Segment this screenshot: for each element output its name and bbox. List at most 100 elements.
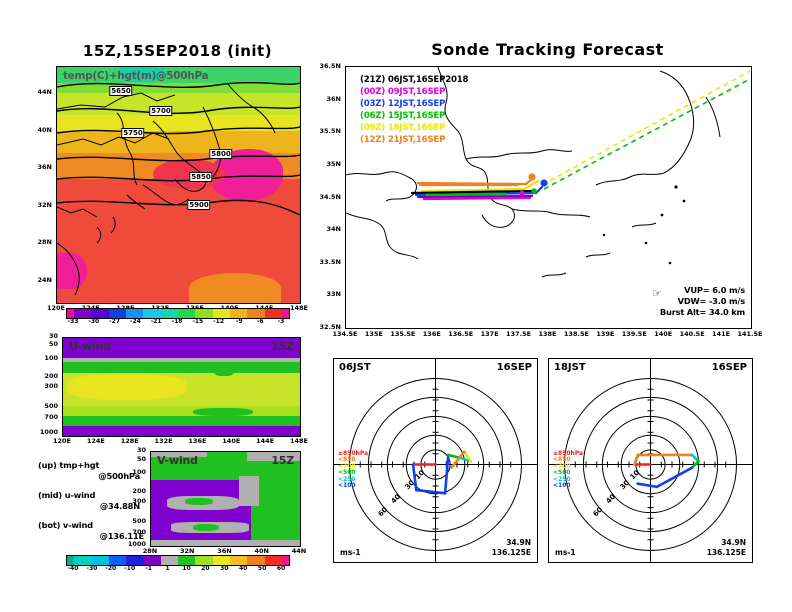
- vwind-ytick-5: 500: [132, 517, 146, 525]
- colorbar-label-0: -40: [67, 565, 79, 572]
- south-warm-shading: [189, 273, 281, 303]
- sonde-ytick-8: 32.5N: [319, 323, 341, 331]
- sonde-xtick-8: 138.5E: [563, 330, 589, 338]
- colorbar-label-5: 1: [165, 565, 170, 572]
- hodograph-level-2: <700: [553, 462, 571, 470]
- colorbar-label-6: 10: [182, 565, 191, 572]
- contour-label-5750: 5750: [121, 128, 145, 138]
- height-contour-overlay: [57, 81, 300, 216]
- colorbar-swatch-5: [143, 309, 161, 318]
- caption-line-mid: (mid) u-wind @34.88N: [38, 490, 140, 511]
- colorbar-swatch-3: [108, 556, 126, 565]
- sonde-xtick-4: 136.5E: [448, 330, 474, 338]
- map500-ytick-5: 24N: [37, 276, 53, 284]
- colorbar-label-7: 20: [201, 565, 210, 572]
- map500-ytick-2: 36N: [37, 163, 53, 172]
- contour-label-5800: 5800: [209, 149, 233, 159]
- sonde-ytick-6: 33.5N: [319, 257, 341, 266]
- colorbar-swatch-2: [91, 556, 109, 565]
- vwind-xtick-4: 44N: [291, 547, 307, 555]
- colorbar-swatch-2: [91, 309, 109, 318]
- map500-ytick-1: 40N: [37, 125, 53, 134]
- colorbar-label-2: -20: [105, 565, 117, 572]
- colorbar-label-3: -10: [124, 565, 136, 572]
- colorbar-swatch-6: [160, 556, 178, 565]
- hodograph-rings: [549, 359, 752, 562]
- colorbar-label-5: -18: [171, 318, 183, 325]
- cursor-icon: ☞: [652, 287, 662, 300]
- sonde-legend-row-1: (00Z) 09JST,16SEP: [360, 87, 446, 97]
- colorbar-swatch-10: [229, 556, 248, 565]
- colorbar-label-0: -33: [67, 318, 79, 325]
- hodograph-units: ms-1: [340, 548, 361, 557]
- uwind-xtick-6: 144E: [256, 437, 275, 445]
- map500-overlay-label: temp(C)+hgt(m)@500hPa: [63, 70, 209, 82]
- uwind-xtick-0: 120E: [52, 437, 72, 445]
- uwind-xtick-1: 124E: [86, 437, 105, 445]
- map500-colorbar: [66, 308, 290, 319]
- colorbar-swatch-10: [229, 309, 248, 318]
- sonde-ytick-3: 35N: [326, 159, 342, 168]
- colorbar-swatch-0: [67, 309, 74, 318]
- vwind-label: V-wind: [157, 454, 198, 467]
- map500-plot: temp(C)+hgt(m)@500hPa 5650 5700 5750 580…: [56, 66, 301, 304]
- cold-pool-shading: [119, 67, 165, 81]
- sonde-plot: (21Z) 06JST,16SEP2018 (00Z) 09JST,16SEP (0…: [345, 66, 752, 329]
- sonde-xtick-6: 137.5E: [506, 330, 532, 338]
- hodograph-date: 16SEP: [711, 362, 747, 373]
- hodograph-rings: [334, 359, 537, 562]
- hodograph-level-4: <250: [338, 475, 356, 483]
- sonde-ytick-1: 36N: [326, 94, 342, 103]
- hodograph-level-4: <250: [553, 475, 571, 483]
- sonde-legend-row-0: (21Z) 06JST,16SEP2018: [360, 75, 469, 85]
- colorbar-swatch-5: [143, 556, 161, 565]
- caption-line-bot: (bot) v-wind @136.11E: [38, 520, 144, 541]
- hodograph-level-2: <700: [338, 462, 356, 470]
- sonde-ytick-5: 34N: [326, 225, 342, 234]
- map500-xtick-7: 148E: [289, 304, 309, 312]
- sonde-xtick-0: 134.5E: [332, 330, 358, 338]
- colorbar-swatch-8: [195, 309, 213, 318]
- colorbar-label-10: -3: [277, 318, 285, 325]
- colorbar-label-9: 40: [238, 565, 248, 572]
- colorbar-label-1: -30: [86, 565, 98, 572]
- sonde-legend-row-4: (09Z) 18JST,16SEP: [360, 123, 446, 133]
- sonde-xtick-2: 135.5E: [390, 330, 416, 338]
- sonde-xtick-1: 135E: [364, 330, 383, 338]
- hodograph-level-0: ≥850hPa: [553, 450, 584, 457]
- uwind-ytick-4: 300: [44, 382, 58, 390]
- colorbar-swatch-1: [74, 556, 92, 565]
- hodograph-level-3: <500: [553, 469, 571, 477]
- hodograph-level-3: <500: [338, 469, 356, 477]
- hodograph-lat: 34.9N: [721, 538, 746, 547]
- colorbar-label-9: -6: [256, 318, 264, 325]
- hodograph-lon: 136.125E: [491, 548, 531, 557]
- map500-ytick-4: 28N: [37, 238, 53, 247]
- vwind-time: 15Z: [271, 454, 294, 467]
- sonde-legend-row-3: (06Z) 15JST,16SEP: [360, 111, 446, 121]
- caption-line-up: (up) tmp+hgt @500hPa: [38, 460, 140, 481]
- vwind-xtick-1: 32N: [180, 547, 195, 555]
- hodograph-level-0: ≥850hPa: [338, 450, 369, 457]
- hodograph-date: 16SEP: [496, 362, 532, 373]
- sonde-xtick-9: 139E: [596, 330, 615, 338]
- colorbar-swatch-13: [281, 556, 289, 565]
- hodograph-level-1: <850: [338, 456, 356, 464]
- hodograph-level-1: <850: [553, 456, 571, 464]
- sonde-xtick-11: 140E: [654, 330, 673, 338]
- uwind-xtick-2: 128E: [120, 437, 139, 445]
- sonde-xtick-12: 140.5E: [679, 330, 705, 338]
- sonde-ytick-4: 34.5N: [319, 192, 341, 201]
- uwind-ytick-5: 500: [44, 402, 58, 410]
- sonde-xtick-13: 141E: [712, 330, 731, 338]
- vwind-xtick-3: 40N: [254, 547, 270, 555]
- uwind-ytick-7: 1000: [39, 428, 58, 436]
- sonde-info-line-2: Burst Alt= 34.0 km: [659, 307, 745, 317]
- colorbar-swatch-1: [74, 309, 92, 318]
- sonde-xtick-5: 137E: [480, 330, 499, 338]
- wind-colorbar: [66, 555, 290, 566]
- contour-label-5850: 5850: [189, 172, 213, 182]
- vwind-ytick-6: 700: [132, 528, 146, 536]
- vwind-ytick-0: 30: [136, 446, 146, 454]
- panel-caption: (up) tmp+hgt @500hPa (mid) u-wind @34.88…: [38, 460, 144, 542]
